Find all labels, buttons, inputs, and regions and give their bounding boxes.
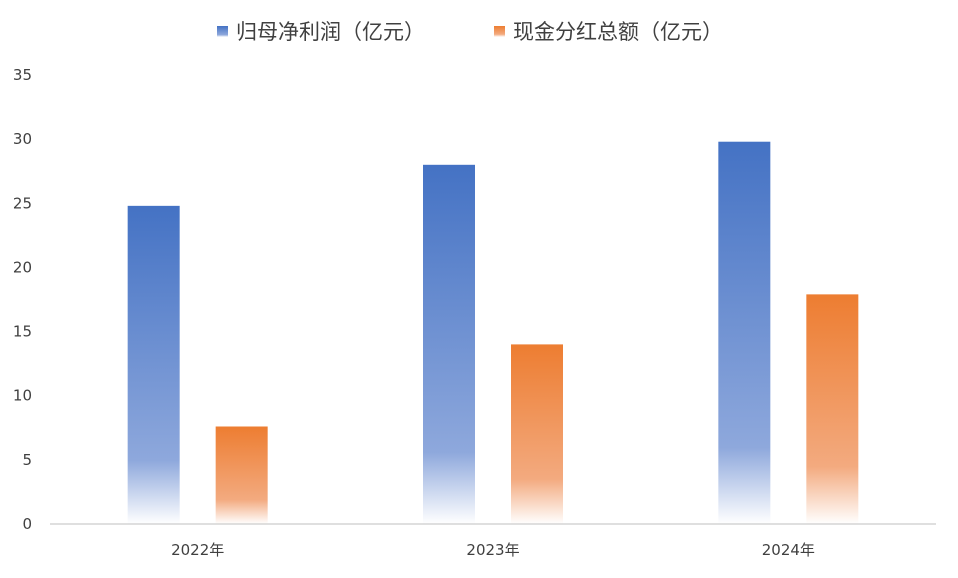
- y-tick-label: 25: [13, 194, 32, 212]
- legend-swatch-dividend: [494, 26, 505, 37]
- legend: 归母净利润（亿元） 现金分红总额（亿元）: [217, 20, 723, 44]
- bars: [127, 141, 859, 525]
- legend-item-profit: 归母净利润（亿元）: [217, 20, 425, 44]
- y-tick-label: 35: [13, 66, 32, 84]
- x-category-label: 2024年: [762, 541, 815, 559]
- bar-profit: [423, 164, 475, 525]
- bar-profit: [718, 141, 771, 525]
- y-tick-label: 15: [13, 323, 32, 341]
- y-tick-label: 5: [22, 451, 32, 469]
- bar-dividend: [511, 344, 563, 524]
- y-axis: 0 5 10 15 20 25 30 35: [13, 66, 32, 533]
- x-axis: 2022年 2023年 2024年: [171, 541, 815, 559]
- y-tick-label: 10: [13, 387, 32, 405]
- bar-dividend: [806, 294, 859, 524]
- legend-label-profit: 归母净利润（亿元）: [236, 20, 425, 44]
- x-category-label: 2022年: [171, 541, 224, 559]
- legend-swatch-profit: [217, 26, 228, 37]
- bar-profit: [127, 205, 180, 524]
- y-tick-label: 0: [22, 515, 32, 533]
- y-tick-label: 30: [13, 130, 32, 148]
- legend-label-dividend: 现金分红总额（亿元）: [513, 20, 723, 44]
- bar-dividend: [215, 426, 268, 524]
- y-tick-label: 20: [13, 258, 32, 276]
- x-category-label: 2023年: [466, 541, 519, 559]
- legend-item-dividend: 现金分红总额（亿元）: [494, 20, 723, 44]
